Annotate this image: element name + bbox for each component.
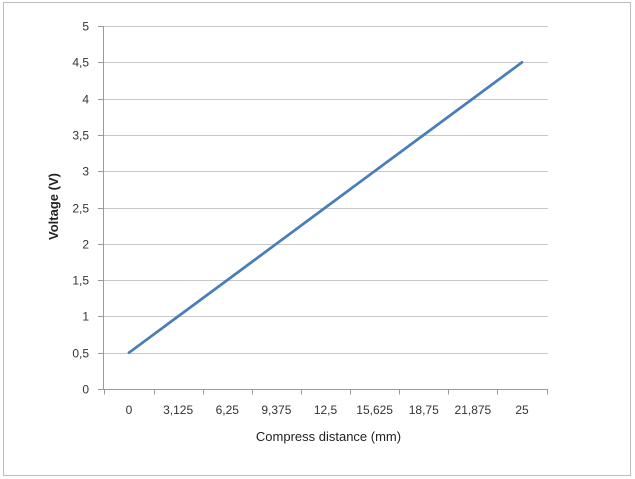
x-tick-label: 25	[515, 403, 529, 417]
y-tick-label: 4	[82, 93, 89, 107]
y-tick-label: 4,5	[72, 56, 89, 70]
y-tick-label: 1,5	[72, 274, 89, 288]
y-tick-label: 3,5	[72, 129, 89, 143]
y-tick-label: 2,5	[72, 202, 89, 216]
x-tick-label: 9,375	[261, 403, 291, 417]
y-tick-label: 5	[82, 20, 89, 34]
chart-frame	[3, 2, 631, 476]
x-tick-label: 0	[126, 403, 133, 417]
axes	[98, 26, 548, 395]
x-axis-title: Compress distance (mm)	[256, 429, 401, 444]
y-tick-label: 0,5	[72, 347, 89, 361]
y-tick-label: 2	[82, 238, 89, 252]
x-tick-label: 15,625	[356, 403, 393, 417]
x-tick-label: 3,125	[163, 403, 193, 417]
y-tick-label: 1	[82, 310, 89, 324]
y-axis-title: Voltage (V)	[46, 173, 61, 240]
y-tick-labels: 0 0,5 1 1,5 2 2,5 3 3,5 4 4,5 5	[72, 20, 89, 397]
x-tick-labels: 0 3,125 6,25 9,375 12,5 15,625 18,75 21,875 25	[126, 403, 529, 417]
grid-lines	[103, 26, 548, 354]
x-tick-label: 12,5	[314, 403, 338, 417]
x-tick-label: 21,875	[455, 403, 492, 417]
y-tick-label: 3	[82, 165, 89, 179]
series-group	[127, 60, 524, 355]
y-tick-label: 0	[82, 383, 89, 397]
x-tick-label: 18,75	[409, 403, 439, 417]
x-tick-label: 6,25	[216, 403, 240, 417]
